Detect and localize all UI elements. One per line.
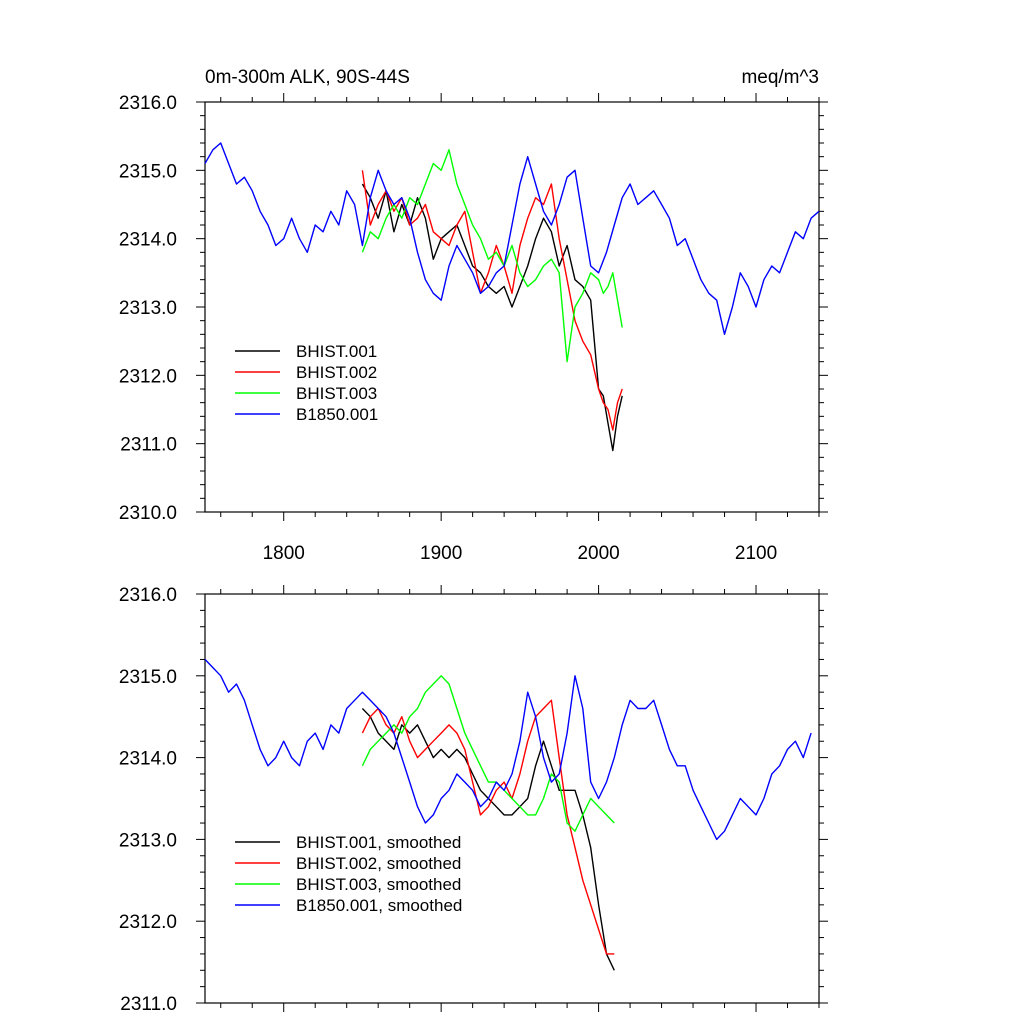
y-tick-label: 2313.0 bbox=[119, 298, 177, 319]
legend-label: BHIST.002, smoothed bbox=[296, 854, 461, 873]
y-tick-label: 2315.0 bbox=[119, 667, 177, 688]
legend-label: BHIST.003, smoothed bbox=[296, 875, 461, 894]
y-tick-label: 2310.0 bbox=[119, 503, 177, 524]
top-panel: 2310.0 2311.0 2312.0 2313.0 2314.0 2315.0 2316… bbox=[119, 67, 828, 564]
legend-label: BHIST.001, smoothed bbox=[296, 833, 461, 852]
y-tick-label: 2314.0 bbox=[119, 230, 177, 251]
y-tick-label: 2314.0 bbox=[119, 749, 177, 770]
y-tick-label: 2316.0 bbox=[119, 93, 177, 114]
x-tick-label: 1800 bbox=[263, 543, 305, 564]
y-tick-label: 2312.0 bbox=[119, 366, 177, 387]
y-tick-label: 2313.0 bbox=[119, 830, 177, 851]
x-tick-label: 1900 bbox=[420, 543, 462, 564]
legend-label: BHIST.001 bbox=[296, 342, 377, 361]
y-tick-label: 2315.0 bbox=[119, 161, 177, 182]
y-tick-label: 2316.0 bbox=[119, 585, 177, 606]
series-line bbox=[361, 699, 615, 955]
legend-label: BHIST.002 bbox=[296, 363, 377, 382]
legend-label: B1850.001 bbox=[296, 405, 378, 424]
units-label: meq/m^3 bbox=[741, 67, 819, 88]
y-tick-label: 2311.0 bbox=[120, 435, 177, 456]
chart-title: 0m-300m ALK, 90S-44S bbox=[205, 67, 410, 88]
y-tick-label: 2312.0 bbox=[119, 912, 177, 933]
series-line bbox=[204, 658, 812, 841]
series-line bbox=[361, 675, 615, 832]
series-line bbox=[361, 149, 623, 363]
plot-frame bbox=[204, 593, 820, 1004]
series-line bbox=[361, 170, 623, 431]
x-tick-label: 2100 bbox=[735, 543, 777, 564]
legend-label: BHIST.003 bbox=[296, 384, 377, 403]
series-line bbox=[204, 142, 820, 335]
y-tick-label: 2311.0 bbox=[120, 994, 177, 1015]
x-tick-label: 2000 bbox=[577, 543, 619, 564]
legend-label: B1850.001, smoothed bbox=[296, 896, 462, 915]
bottom-panel: 2311.0 2312.0 2313.0 2314.0 2315.0 2316.0 BHIS… bbox=[119, 585, 828, 1015]
